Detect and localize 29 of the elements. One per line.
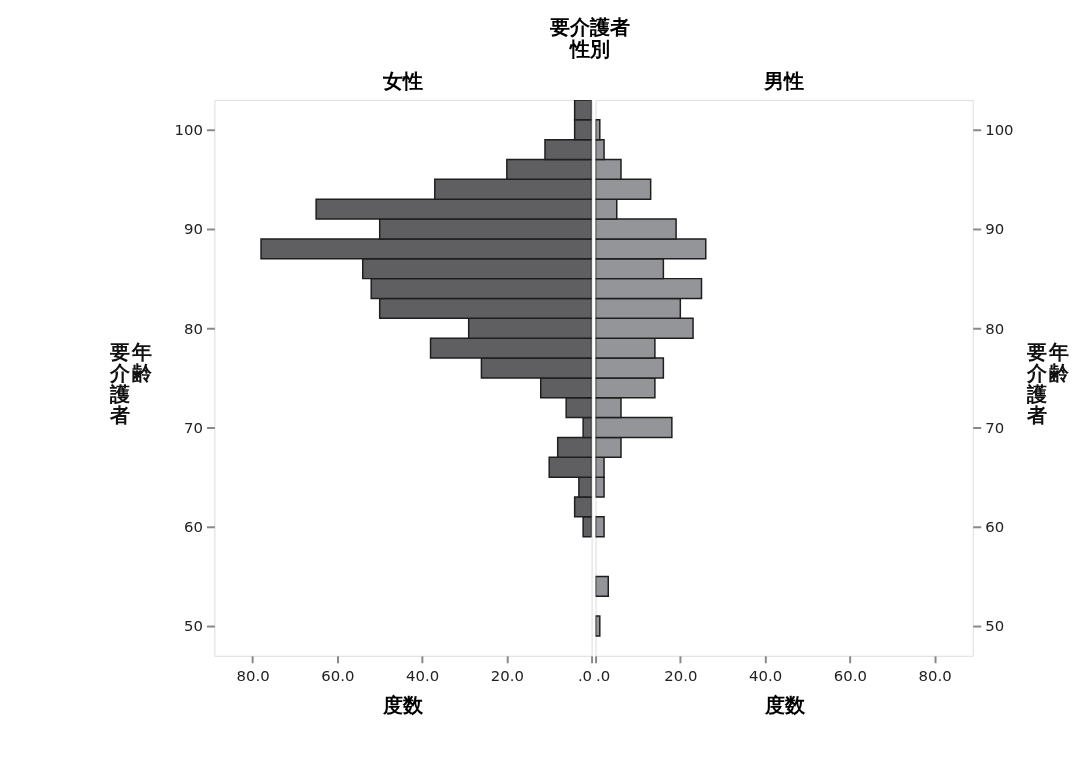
- y-tick-label: 80: [184, 319, 203, 338]
- x-tick-label: 60.0: [321, 667, 355, 686]
- y-tick-label: 70: [985, 418, 1005, 437]
- y-tick-label: 70: [184, 418, 203, 437]
- x-tick-label: .0: [577, 667, 593, 686]
- x-tick-label: .0: [596, 667, 611, 686]
- y-tick-label: 60: [985, 518, 1005, 537]
- x-tick-label: 20.0: [490, 667, 524, 686]
- y-tick-label: 80: [985, 319, 1005, 338]
- x-axis-title: 度数: [382, 693, 425, 717]
- y-tick-label: 90: [184, 220, 203, 239]
- y-tick-label: 90: [985, 220, 1005, 239]
- x-tick-label: 80.0: [236, 667, 270, 686]
- chart-title: 男性: [763, 70, 805, 94]
- y-tick-label: 100: [174, 121, 203, 140]
- y-tick-label: 100: [985, 121, 1014, 140]
- x-tick-label: 80.0: [918, 667, 952, 686]
- x-tick-label: 40.0: [749, 667, 783, 686]
- text: 要介護者性別: [548, 15, 630, 61]
- x-tick-label: 40.0: [406, 667, 440, 686]
- y-tick-label: 50: [985, 617, 1005, 636]
- x-tick-label: 60.0: [833, 667, 867, 686]
- text: 要介護者年齢: [1027, 341, 1070, 427]
- text: 要介護者年齢: [110, 341, 152, 427]
- x-axis-title: 度数: [763, 693, 806, 717]
- x-tick-label: 20.0: [664, 667, 698, 686]
- y-tick-label: 50: [184, 617, 203, 636]
- chart-title: 女性: [382, 70, 423, 94]
- y-tick-label: 60: [184, 518, 203, 537]
